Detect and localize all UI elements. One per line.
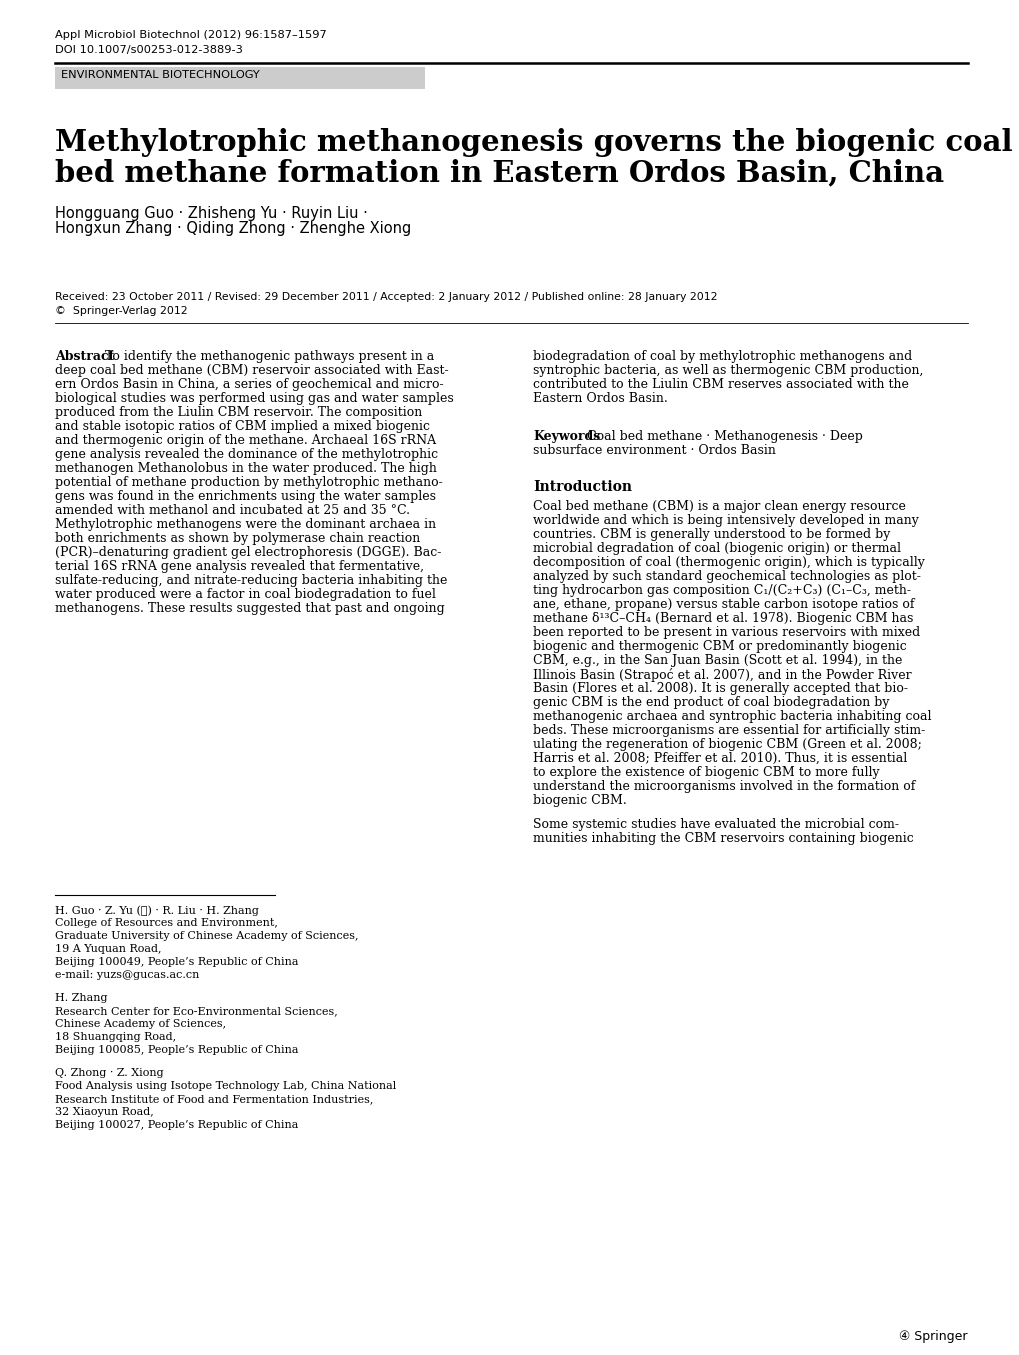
Text: H. Guo · Z. Yu (✉) · R. Liu · H. Zhang: H. Guo · Z. Yu (✉) · R. Liu · H. Zhang: [55, 905, 259, 916]
Text: Some systemic studies have evaluated the microbial com-: Some systemic studies have evaluated the…: [533, 818, 898, 831]
Text: produced from the Liulin CBM reservoir. The composition: produced from the Liulin CBM reservoir. …: [55, 406, 422, 419]
Text: Research Center for Eco-Environmental Sciences,: Research Center for Eco-Environmental Sc…: [55, 1005, 337, 1016]
Text: both enrichments as shown by polymerase chain reaction: both enrichments as shown by polymerase …: [55, 533, 420, 545]
Text: Hongguang Guo · Zhisheng Yu · Ruyin Liu ·: Hongguang Guo · Zhisheng Yu · Ruyin Liu …: [55, 206, 368, 221]
Text: Appl Microbiol Biotechnol (2012) 96:1587–1597: Appl Microbiol Biotechnol (2012) 96:1587…: [55, 30, 326, 41]
Text: beds. These microorganisms are essential for artificially stim-: beds. These microorganisms are essential…: [533, 724, 924, 737]
Text: worldwide and which is being intensively developed in many: worldwide and which is being intensively…: [533, 514, 918, 527]
Text: 19 A Yuquan Road,: 19 A Yuquan Road,: [55, 944, 161, 954]
Text: Research Institute of Food and Fermentation Industries,: Research Institute of Food and Fermentat…: [55, 1093, 373, 1104]
Text: 32 Xiaoyun Road,: 32 Xiaoyun Road,: [55, 1107, 154, 1117]
Text: Coal bed methane (CBM) is a major clean energy resource: Coal bed methane (CBM) is a major clean …: [533, 500, 905, 514]
Text: methanogenic archaea and syntrophic bacteria inhabiting coal: methanogenic archaea and syntrophic bact…: [533, 710, 930, 724]
Text: ting hydrocarbon gas composition C₁/(C₂+C₃) (C₁–C₃, meth-: ting hydrocarbon gas composition C₁/(C₂+…: [533, 584, 910, 598]
Text: and stable isotopic ratios of CBM implied a mixed biogenic: and stable isotopic ratios of CBM implie…: [55, 420, 430, 434]
Text: Beijing 100049, People’s Republic of China: Beijing 100049, People’s Republic of Chi…: [55, 957, 299, 967]
Text: potential of methane production by methylotrophic methano-: potential of methane production by methy…: [55, 476, 442, 489]
Text: Chinese Academy of Sciences,: Chinese Academy of Sciences,: [55, 1019, 226, 1028]
Text: Food Analysis using Isotope Technology Lab, China National: Food Analysis using Isotope Technology L…: [55, 1081, 395, 1091]
Text: Methylotrophic methanogens were the dominant archaea in: Methylotrophic methanogens were the domi…: [55, 518, 436, 531]
Text: gens was found in the enrichments using the water samples: gens was found in the enrichments using …: [55, 491, 435, 503]
Text: biological studies was performed using gas and water samples: biological studies was performed using g…: [55, 392, 453, 405]
Text: Harris et al. 2008; Pfeiffer et al. 2010). Thus, it is essential: Harris et al. 2008; Pfeiffer et al. 2010…: [533, 752, 906, 766]
Text: Coal bed methane · Methanogenesis · Deep: Coal bed methane · Methanogenesis · Deep: [586, 430, 862, 443]
Text: decomposition of coal (thermogenic origin), which is typically: decomposition of coal (thermogenic origi…: [533, 556, 924, 569]
Text: syntrophic bacteria, as well as thermogenic CBM production,: syntrophic bacteria, as well as thermoge…: [533, 364, 922, 377]
Text: Methylotrophic methanogenesis governs the biogenic coal: Methylotrophic methanogenesis governs th…: [55, 127, 1012, 157]
Text: Eastern Ordos Basin.: Eastern Ordos Basin.: [533, 392, 667, 405]
Text: ulating the regeneration of biogenic CBM (Green et al. 2008;: ulating the regeneration of biogenic CBM…: [533, 738, 921, 751]
Text: contributed to the Liulin CBM reserves associated with the: contributed to the Liulin CBM reserves a…: [533, 378, 908, 392]
Text: bed methane formation in Eastern Ordos Basin, China: bed methane formation in Eastern Ordos B…: [55, 159, 944, 187]
Text: ENVIRONMENTAL BIOTECHNOLOGY: ENVIRONMENTAL BIOTECHNOLOGY: [61, 70, 260, 80]
Text: Abstract: Abstract: [55, 350, 114, 363]
Text: CBM, e.g., in the San Juan Basin (Scott et al. 1994), in the: CBM, e.g., in the San Juan Basin (Scott …: [533, 654, 902, 667]
Text: College of Resources and Environment,: College of Resources and Environment,: [55, 917, 277, 928]
Text: DOI 10.1007/s00253-012-3889-3: DOI 10.1007/s00253-012-3889-3: [55, 45, 243, 56]
Text: sulfate-reducing, and nitrate-reducing bacteria inhabiting the: sulfate-reducing, and nitrate-reducing b…: [55, 575, 447, 587]
Text: ane, ethane, propane) versus stable carbon isotope ratios of: ane, ethane, propane) versus stable carb…: [533, 598, 914, 611]
Text: e-mail: yuzs@gucas.ac.cn: e-mail: yuzs@gucas.ac.cn: [55, 970, 199, 980]
Text: deep coal bed methane (CBM) reservoir associated with East-: deep coal bed methane (CBM) reservoir as…: [55, 364, 448, 377]
Text: terial 16S rRNA gene analysis revealed that fermentative,: terial 16S rRNA gene analysis revealed t…: [55, 560, 424, 573]
Text: 18 Shuangqing Road,: 18 Shuangqing Road,: [55, 1033, 176, 1042]
Text: ④ Springer: ④ Springer: [899, 1331, 967, 1343]
Bar: [55, 66, 425, 89]
Text: Q. Zhong · Z. Xiong: Q. Zhong · Z. Xiong: [55, 1068, 163, 1079]
Text: Introduction: Introduction: [533, 480, 632, 495]
Text: subsurface environment · Ordos Basin: subsurface environment · Ordos Basin: [533, 444, 775, 457]
Text: Received: 23 October 2011 / Revised: 29 December 2011 / Accepted: 2 January 2012: Received: 23 October 2011 / Revised: 29 …: [55, 291, 716, 302]
Text: Basin (Flores et al. 2008). It is generally accepted that bio-: Basin (Flores et al. 2008). It is genera…: [533, 682, 907, 695]
Text: biodegradation of coal by methylotrophic methanogens and: biodegradation of coal by methylotrophic…: [533, 350, 911, 363]
Text: Illinois Basin (Strapoć et al. 2007), and in the Powder River: Illinois Basin (Strapoć et al. 2007), an…: [533, 668, 911, 682]
Text: genic CBM is the end product of coal biodegradation by: genic CBM is the end product of coal bio…: [533, 696, 889, 709]
Text: (PCR)–denaturing gradient gel electrophoresis (DGGE). Bac-: (PCR)–denaturing gradient gel electropho…: [55, 546, 441, 560]
Text: Graduate University of Chinese Academy of Sciences,: Graduate University of Chinese Academy o…: [55, 931, 358, 940]
Text: Hongxun Zhang · Qiding Zhong · Zhenghe Xiong: Hongxun Zhang · Qiding Zhong · Zhenghe X…: [55, 221, 411, 236]
Text: understand the microorganisms involved in the formation of: understand the microorganisms involved i…: [533, 780, 914, 793]
Text: Keywords: Keywords: [533, 430, 599, 443]
Text: biogenic CBM.: biogenic CBM.: [533, 794, 626, 808]
Text: methanogens. These results suggested that past and ongoing: methanogens. These results suggested tha…: [55, 602, 444, 615]
Text: water produced were a factor in coal biodegradation to fuel: water produced were a factor in coal bio…: [55, 588, 435, 602]
Text: countries. CBM is generally understood to be formed by: countries. CBM is generally understood t…: [533, 528, 890, 541]
Text: to explore the existence of biogenic CBM to more fully: to explore the existence of biogenic CBM…: [533, 766, 878, 779]
Text: gene analysis revealed the dominance of the methylotrophic: gene analysis revealed the dominance of …: [55, 449, 438, 461]
Text: and thermogenic origin of the methane. Archaeal 16S rRNA: and thermogenic origin of the methane. A…: [55, 434, 436, 447]
Text: analyzed by such standard geochemical technologies as plot-: analyzed by such standard geochemical te…: [533, 570, 920, 583]
Text: H. Zhang: H. Zhang: [55, 993, 107, 1003]
Text: Beijing 100027, People’s Republic of China: Beijing 100027, People’s Republic of Chi…: [55, 1121, 299, 1130]
Text: been reported to be present in various reservoirs with mixed: been reported to be present in various r…: [533, 626, 919, 640]
Text: munities inhabiting the CBM reservoirs containing biogenic: munities inhabiting the CBM reservoirs c…: [533, 832, 913, 846]
Text: To identify the methanogenic pathways present in a: To identify the methanogenic pathways pr…: [105, 350, 434, 363]
Text: methane δ¹³C–CH₄ (Bernard et al. 1978). Biogenic CBM has: methane δ¹³C–CH₄ (Bernard et al. 1978). …: [533, 612, 912, 625]
Text: biogenic and thermogenic CBM or predominantly biogenic: biogenic and thermogenic CBM or predomin…: [533, 640, 906, 653]
Text: methanogen Methanolobus in the water produced. The high: methanogen Methanolobus in the water pro…: [55, 462, 436, 476]
Text: microbial degradation of coal (biogenic origin) or thermal: microbial degradation of coal (biogenic …: [533, 542, 900, 556]
Text: ©  Springer-Verlag 2012: © Springer-Verlag 2012: [55, 306, 187, 316]
Text: amended with methanol and incubated at 25 and 35 °C.: amended with methanol and incubated at 2…: [55, 504, 410, 518]
Text: Beijing 100085, People’s Republic of China: Beijing 100085, People’s Republic of Chi…: [55, 1045, 299, 1056]
Text: ern Ordos Basin in China, a series of geochemical and micro-: ern Ordos Basin in China, a series of ge…: [55, 378, 443, 392]
